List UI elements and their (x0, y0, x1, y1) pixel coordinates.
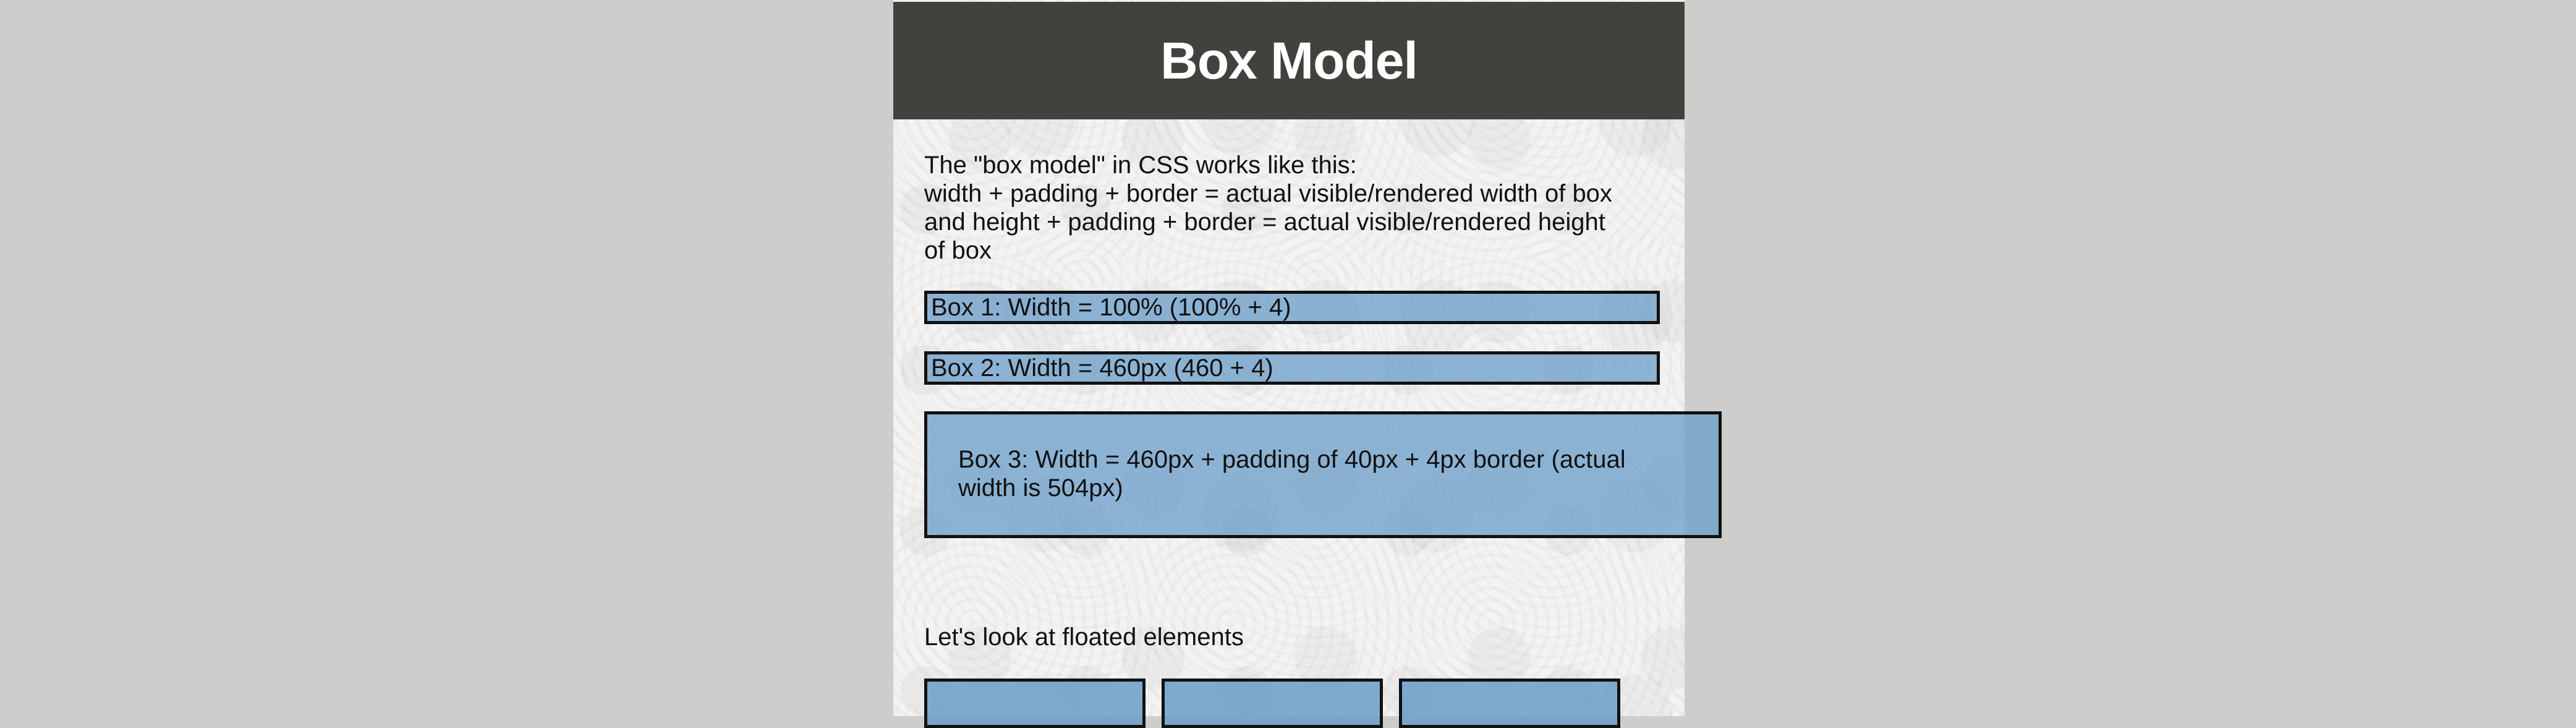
box-1: Box 1: Width = 100% (100% + 4) (924, 291, 1660, 324)
intro-line-4: of box (924, 237, 992, 264)
intro-line-2: width + padding + border = actual visibl… (924, 180, 1612, 207)
page-title: Box Model (1160, 31, 1418, 90)
floated-box-1 (924, 679, 1146, 728)
box-3: Box 3: Width = 460px + padding of 40px +… (924, 411, 1722, 538)
page-header: Box Model (893, 2, 1685, 119)
intro-line-3: and height + padding + border = actual v… (924, 208, 1605, 236)
intro-paragraph: The "box model" in CSS works like this: … (924, 151, 1660, 265)
page-container: Box Model The "box model" in CSS works l… (893, 0, 1722, 728)
box-2: Box 2: Width = 460px (460 + 4) (924, 351, 1660, 385)
floated-box-2 (1162, 679, 1383, 728)
intro-line-1: The "box model" in CSS works like this: (924, 152, 1357, 179)
floated-elements-label: Let's look at floated elements (924, 623, 1244, 651)
floated-box-3 (1399, 679, 1620, 728)
